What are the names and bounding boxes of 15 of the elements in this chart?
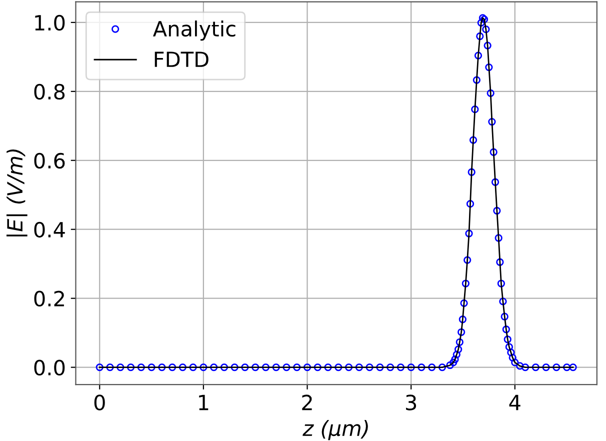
y-tick-label: 1.0 [35, 14, 65, 31]
x-axis-title: z (μm) [302, 420, 368, 440]
x-tick-label: 1 [199, 394, 208, 410]
y-tick-label: 0.8 [34, 84, 65, 100]
x-tick-label: 2 [302, 394, 312, 410]
legend-label: Analytic [152, 20, 236, 41]
x-tick-label: 3 [406, 394, 416, 410]
y-tick-label: 0.0 [34, 360, 65, 376]
x-tick-label: 0 [94, 394, 105, 410]
y-tick-label: 0.4 [34, 222, 65, 238]
y-tick-label: 0.6 [34, 152, 65, 169]
y-tick-label: 0.2 [34, 290, 64, 307]
x-tick-label: 4 [509, 394, 520, 410]
legend-label: FDTD [154, 52, 208, 67]
y-axis-title: |E| (V/m) [6, 149, 28, 236]
